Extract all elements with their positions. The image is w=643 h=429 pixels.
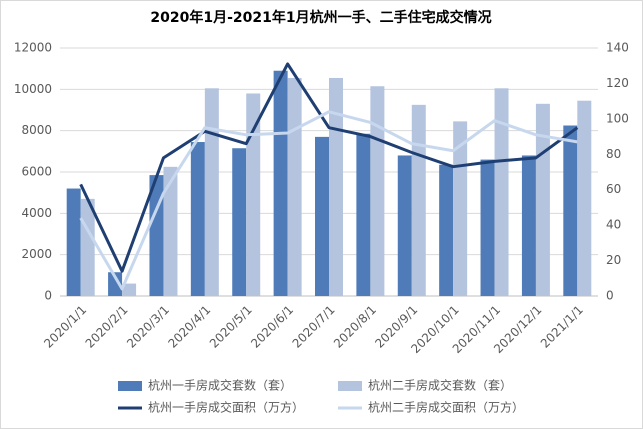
bar bbox=[370, 86, 385, 296]
y2-tick-label: 80 bbox=[606, 147, 621, 161]
bar bbox=[122, 283, 137, 296]
bar bbox=[204, 88, 219, 296]
bar bbox=[329, 77, 343, 296]
y2-tick-label: 0 bbox=[606, 289, 614, 303]
y-tick-label: 2000 bbox=[21, 247, 52, 261]
bar bbox=[149, 175, 164, 296]
line bbox=[79, 62, 579, 273]
legend-swatch bbox=[118, 381, 142, 391]
bar bbox=[287, 77, 302, 296]
bar bbox=[521, 155, 536, 296]
y-tick-label: 10000 bbox=[14, 82, 52, 96]
legend-label: 杭州二手房成交面积（万方） bbox=[368, 400, 524, 415]
bar bbox=[273, 70, 288, 296]
bar bbox=[108, 272, 123, 296]
legend-label: 杭州二手房成交套数（套） bbox=[368, 378, 512, 393]
bar bbox=[480, 159, 495, 296]
y2-tick-label: 60 bbox=[606, 182, 621, 196]
bar bbox=[577, 100, 592, 296]
bar bbox=[66, 188, 81, 296]
y2-tick-label: 20 bbox=[606, 253, 621, 267]
y2-tick-label: 140 bbox=[606, 41, 629, 55]
bar bbox=[397, 155, 412, 296]
bar bbox=[80, 198, 95, 296]
y-tick-label: 4000 bbox=[21, 206, 52, 220]
bar bbox=[315, 136, 329, 296]
legend-swatch bbox=[338, 381, 362, 391]
bar bbox=[163, 166, 178, 296]
bar bbox=[190, 142, 205, 296]
legend-label: 杭州一手房成交套数（套） bbox=[148, 378, 292, 393]
y-tick-label: 12000 bbox=[14, 41, 52, 55]
bar bbox=[356, 133, 371, 296]
bar bbox=[246, 93, 261, 296]
y2-tick-label: 40 bbox=[606, 218, 621, 232]
bar bbox=[535, 103, 550, 296]
bar bbox=[563, 125, 578, 296]
y2-tick-label: 100 bbox=[606, 111, 629, 125]
bar bbox=[411, 104, 426, 296]
y-tick-label: 0 bbox=[44, 289, 52, 303]
legend-label: 杭州一手房成交面积（万方） bbox=[148, 400, 304, 415]
bar bbox=[494, 88, 509, 296]
y-tick-label: 8000 bbox=[21, 123, 52, 137]
bar bbox=[232, 148, 247, 296]
bar bbox=[439, 164, 454, 296]
line bbox=[79, 110, 578, 291]
y2-tick-label: 120 bbox=[606, 76, 629, 90]
chart-title: 2020年1月-2021年1月杭州一手、二手住宅成交情况 bbox=[150, 9, 491, 26]
y-tick-label: 6000 bbox=[21, 165, 52, 179]
